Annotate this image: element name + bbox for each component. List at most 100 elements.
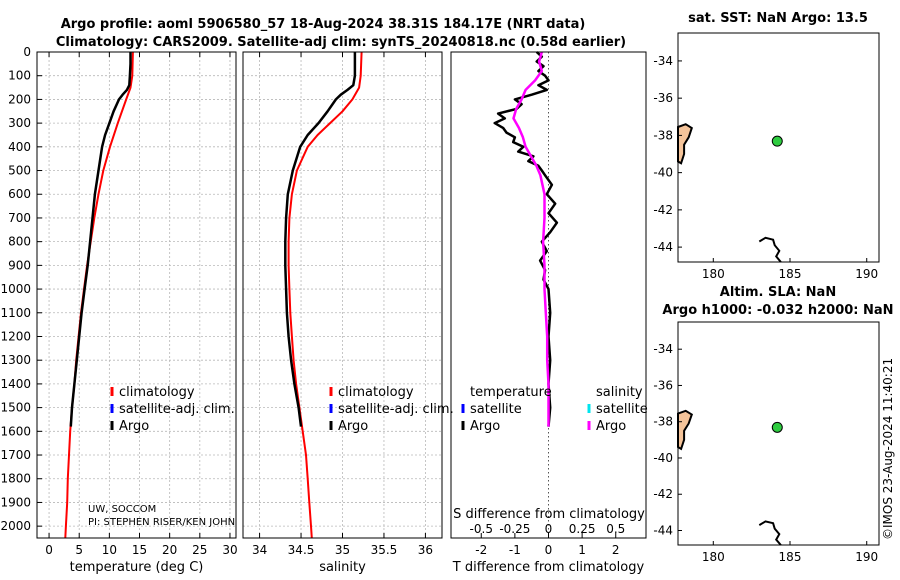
title-line-2: Climatology: CARS2009. Satellite-adj cli… (56, 35, 626, 50)
y-tick-label: 1300 (0, 353, 31, 367)
legend-title-temperature: temperature (470, 385, 552, 400)
land-polygon (677, 409, 694, 451)
map-y-tick-label: -36 (653, 91, 673, 105)
x-tick-label: 34.5 (288, 543, 315, 557)
y-tick-label: 900 (8, 258, 31, 272)
map-y-tick-label: -44 (653, 523, 673, 537)
map-title-line-1: Altim. SLA: NaN (720, 285, 836, 300)
legend-label: climatology (338, 385, 414, 400)
difference-panel: -2 -1 0 1 2 -0.5 -0.25 0 0.25 0.5S difference fro… (450, 51, 648, 575)
x-tick-label: -2 (475, 543, 487, 557)
map-y-tick-label: -44 (653, 240, 673, 254)
series-line-argo (284, 52, 357, 427)
y-tick-label: 200 (8, 92, 31, 106)
y-tick-label: 1900 (0, 495, 31, 509)
map-x-tick-label: 180 (702, 550, 725, 564)
x-tick-label: 0 (545, 543, 553, 557)
map-y-tick-label: -34 (653, 54, 673, 68)
credit-line-2: PI: STEPHEN RISER/KEN JOHN (88, 517, 235, 528)
y-tick-label: 1000 (0, 282, 31, 296)
legend-label: satellite (470, 402, 522, 417)
y-tick-label: 1500 (0, 401, 31, 415)
y-tick-label: 800 (8, 235, 31, 249)
watermark: ©IMOS 23-Aug-2024 11:40:21 (881, 358, 895, 540)
y-tick-label: 1400 (0, 377, 31, 391)
x-tick-label: 15 (132, 543, 147, 557)
x-tick-label: 1 (578, 543, 586, 557)
y-tick-label: 1100 (0, 306, 31, 320)
x-tick-label: 35 (335, 543, 350, 557)
y-tick-label: 700 (8, 211, 31, 225)
x-axis-label: salinity (319, 560, 366, 575)
map-title-line-2: Argo h1000: -0.032 h2000: NaN (662, 303, 893, 318)
x-tick-label: 25 (192, 543, 207, 557)
y-tick-label: 400 (8, 140, 31, 154)
x-tick-label: 0 (45, 543, 53, 557)
legend-title-salinity: salinity (596, 385, 643, 400)
top-axis-label: S difference from climatology (453, 507, 645, 522)
map-y-tick-label: -36 (653, 378, 673, 392)
y-tick-label: 100 (8, 69, 31, 83)
land-polygon (677, 123, 693, 165)
island-outline (758, 520, 782, 546)
x-tick-label: 36 (418, 543, 433, 557)
top-tick-label: -0.5 (470, 522, 493, 536)
map-frame (677, 321, 880, 546)
y-tick-label: 1600 (0, 424, 31, 438)
legend-label: Argo (338, 419, 368, 434)
float-position-marker (771, 135, 783, 147)
legend-label: satellite-adj. clim. (338, 402, 454, 417)
map-y-tick-label: -40 (653, 166, 673, 180)
map-x-tick-label: 185 (779, 267, 802, 281)
y-tick-label: 2000 (0, 519, 31, 533)
salinity-panel: 34 34.5 35 35.5 36 salinity climatology satelli… (242, 51, 454, 575)
y-tick-label: 300 (8, 116, 31, 130)
top-tick-label: 0.5 (606, 522, 625, 536)
legend-label: Argo (119, 419, 149, 434)
y-tick-label: 1700 (0, 448, 31, 462)
x-tick-label: 35.5 (371, 543, 398, 557)
map-x-tick-label: 190 (855, 550, 878, 564)
series-line-s-difference-argo (512, 51, 550, 427)
map-frame (677, 32, 880, 263)
island-outline (758, 236, 782, 263)
y-tick-label: 1200 (0, 329, 31, 343)
legend-label: satellite (596, 402, 648, 417)
legend-label: Argo (596, 419, 626, 434)
map-y-tick-label: -42 (653, 487, 673, 501)
axes-frame (36, 51, 237, 539)
x-tick-label: 20 (162, 543, 177, 557)
map-y-tick-label: -42 (653, 203, 673, 217)
map-y-tick-label: -38 (653, 415, 673, 429)
series-line-climatology (64, 51, 134, 539)
map-y-tick-label: -40 (653, 451, 673, 465)
legend-label: Argo (470, 419, 500, 434)
top-tick-label: 0 (545, 522, 553, 536)
map-title: sat. SST: NaN Argo: 13.5 (688, 11, 868, 26)
map-y-tick-label: -38 (653, 128, 673, 142)
title-line-1: Argo profile: aoml 5906580_57 18-Aug-202… (61, 17, 586, 32)
map-y-tick-label: -34 (653, 342, 673, 356)
map-x-tick-label: 185 (779, 550, 802, 564)
x-tick-label: 30 (222, 543, 237, 557)
y-tick-label: 500 (8, 164, 31, 178)
legend-label: climatology (119, 385, 195, 400)
series-line-argo (69, 52, 132, 427)
credit-line-1: UW, SOCCOM (88, 504, 156, 515)
series-line-climatology (287, 51, 363, 539)
y-tick-label: 0 (23, 45, 31, 59)
top-tick-label: 0.25 (569, 522, 596, 536)
y-tick-label: 600 (8, 187, 31, 201)
sst-map-panel: sat. SST: NaN Argo: 13.5 -34 -36 -38 -40 -42 -… (653, 11, 880, 281)
float-position-marker (771, 421, 783, 433)
sla-map-panel: Altim. SLA: NaN Argo h1000: -0.032 h2000:… (653, 285, 893, 564)
x-tick-label: 34 (252, 543, 267, 557)
y-tick-label: 1800 (0, 472, 31, 486)
x-axis-label: T difference from climatology (452, 560, 645, 575)
map-x-tick-label: 180 (702, 267, 725, 281)
legend-label: satellite-adj. clim. (119, 402, 235, 417)
x-tick-label: 2 (612, 543, 620, 557)
x-tick-label: -1 (509, 543, 521, 557)
map-x-tick-label: 190 (855, 267, 878, 281)
